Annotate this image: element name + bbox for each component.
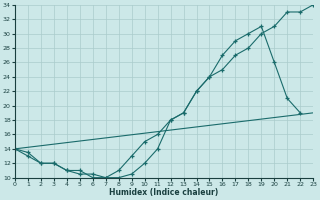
X-axis label: Humidex (Indice chaleur): Humidex (Indice chaleur) <box>109 188 219 197</box>
